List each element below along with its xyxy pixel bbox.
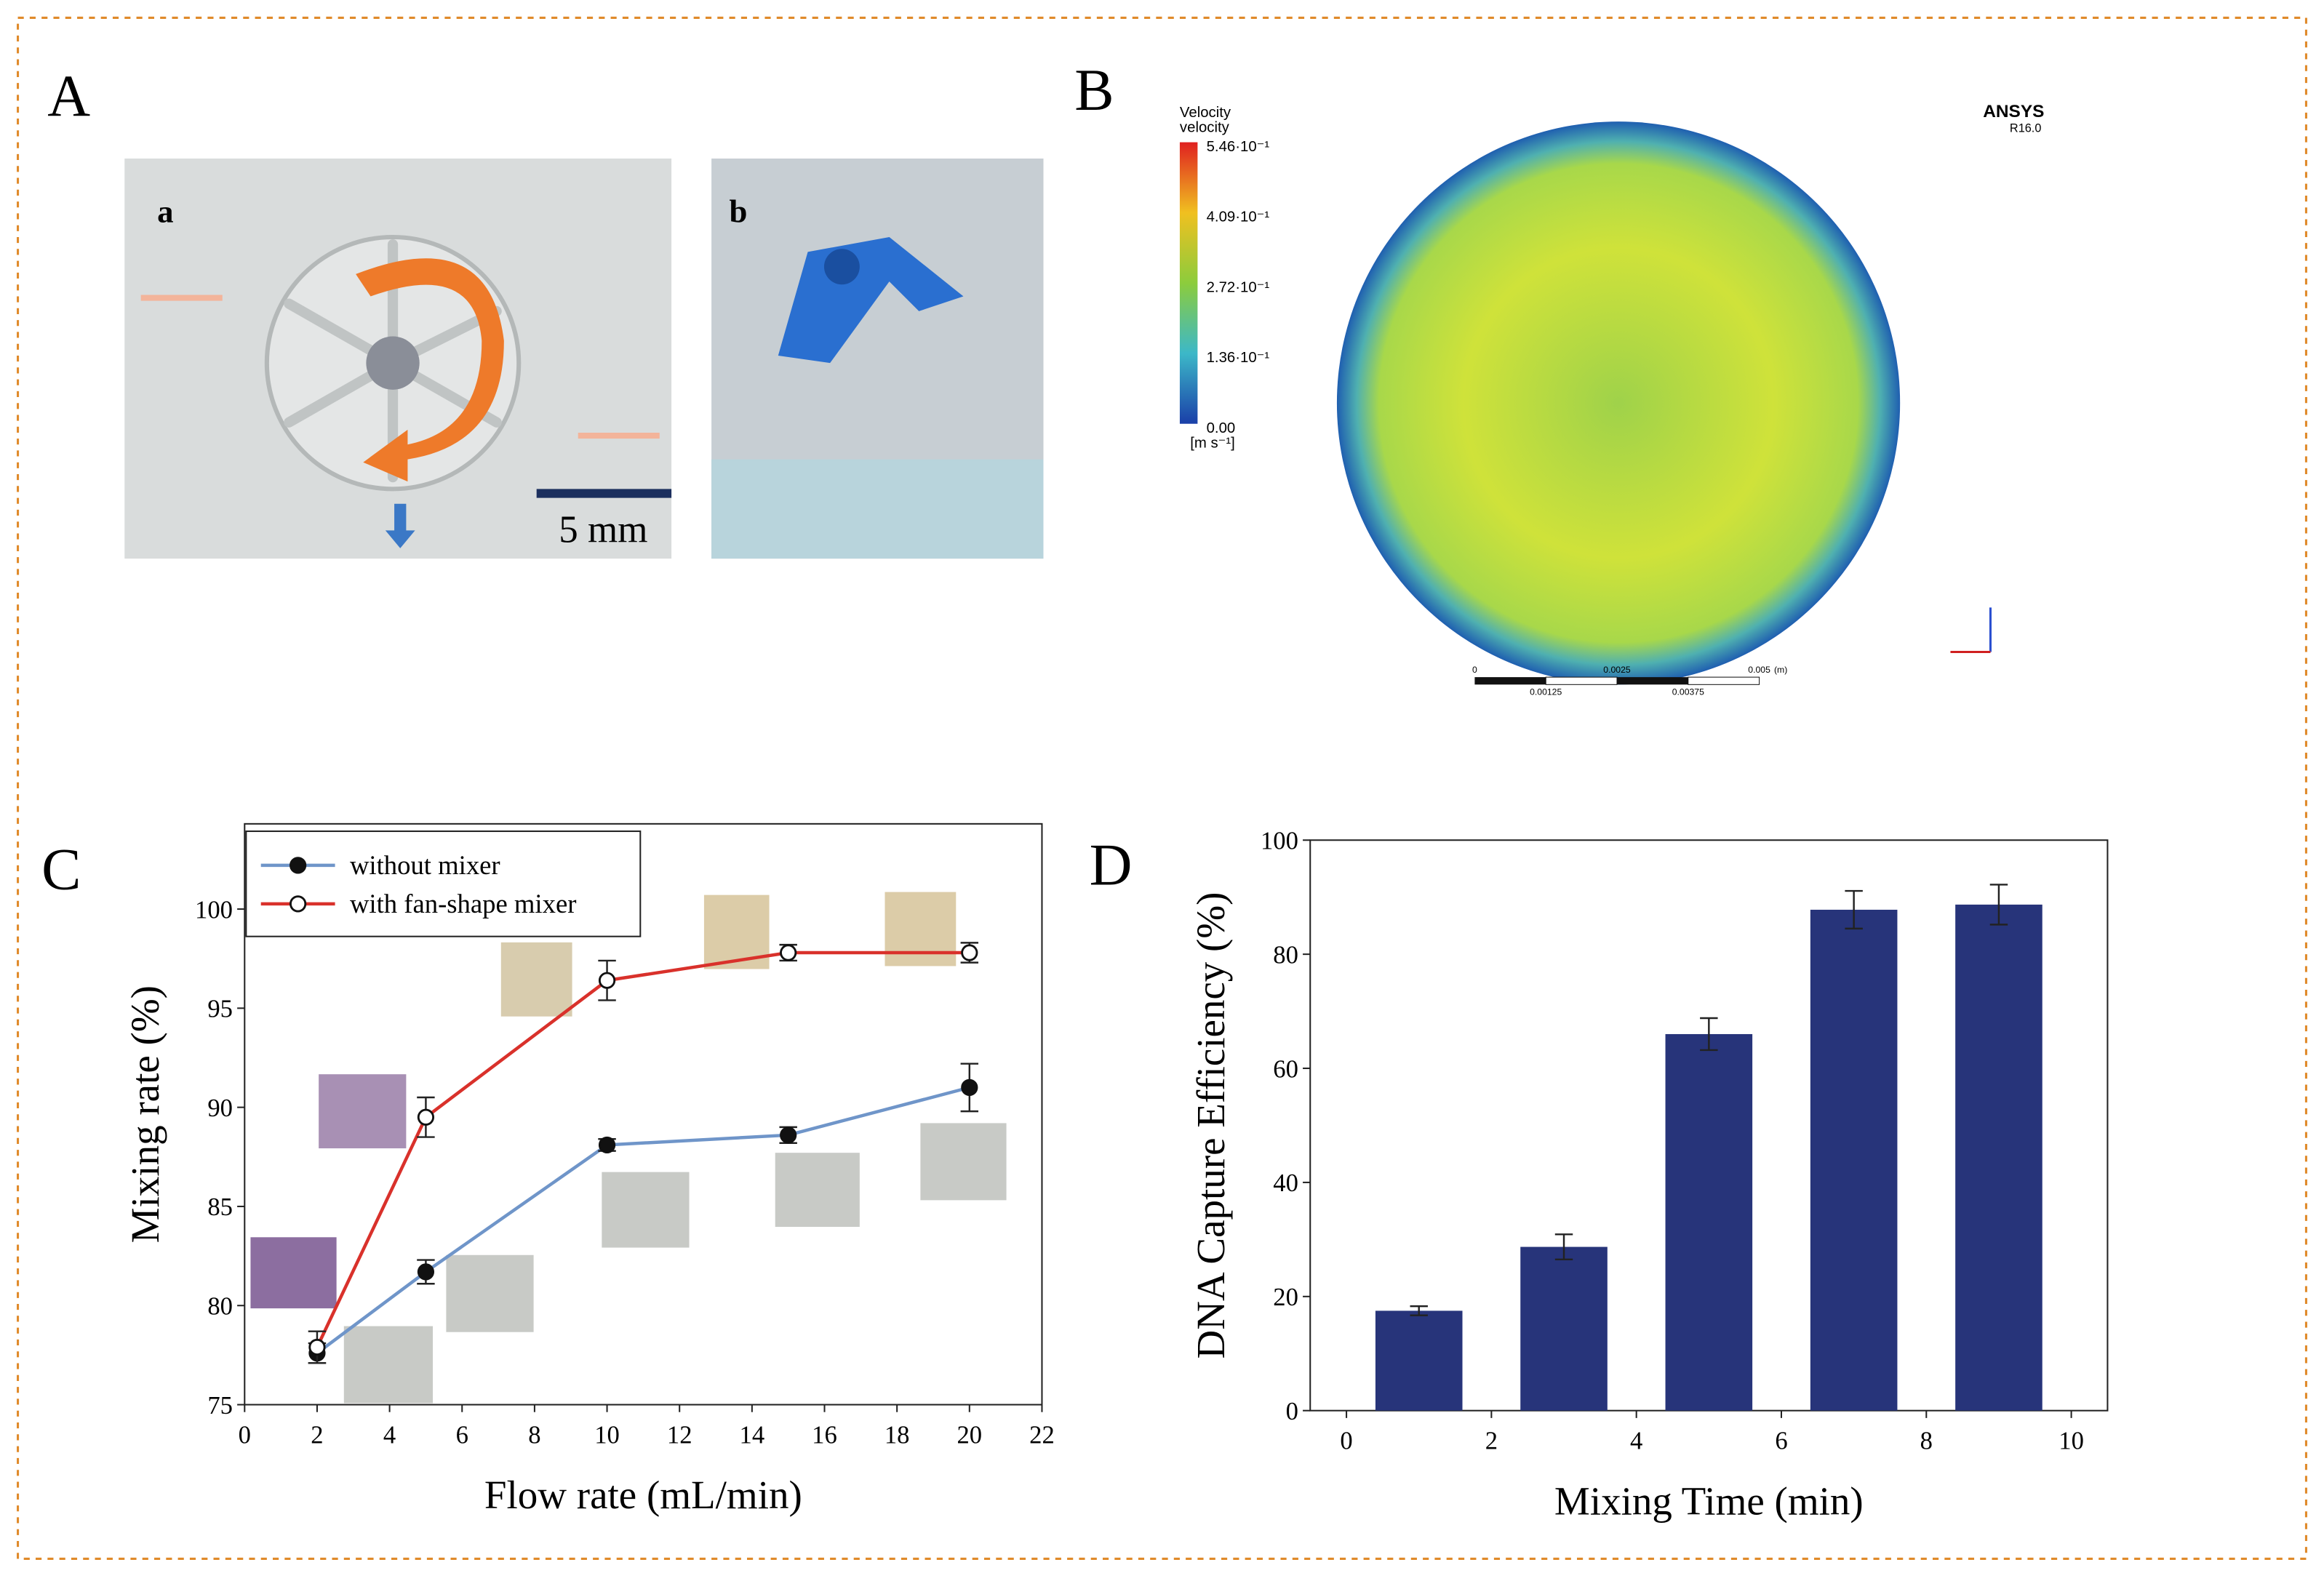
- panel-label: A: [47, 63, 90, 129]
- bar: [1520, 1246, 1608, 1411]
- scale-label: 0.005: [1748, 665, 1770, 675]
- colorbar-label: 2.72·10⁻¹: [1207, 279, 1270, 295]
- y-tick-label: 100: [195, 896, 233, 924]
- series-line: [315, 950, 970, 1348]
- velocity-field: [1336, 121, 1901, 685]
- hub: [366, 336, 420, 390]
- colorbar-label: 0.00: [1207, 420, 1236, 436]
- point: [598, 1136, 616, 1154]
- panel-label: B: [1074, 57, 1114, 123]
- bar: [1810, 909, 1898, 1411]
- legend: [245, 830, 642, 937]
- outlet-arrow: [385, 503, 415, 548]
- x-tick-label: 10: [594, 1422, 620, 1449]
- axis-triad: [1950, 607, 1992, 654]
- x-tick-label: 8: [528, 1422, 540, 1449]
- x-tick-label: 16: [812, 1422, 837, 1449]
- bar: [1375, 1310, 1463, 1411]
- legend-label: with fan-shape mixer: [350, 889, 576, 918]
- software: ANSYS: [1983, 102, 2044, 121]
- scale-label: 5 mm: [559, 509, 647, 551]
- point: [961, 1078, 978, 1097]
- scale-bar: [1688, 676, 1760, 685]
- point: [780, 944, 797, 961]
- y-tick-label: 40: [1273, 1169, 1298, 1197]
- legend-label: without mixer: [350, 850, 500, 880]
- x-tick-label: 6: [456, 1422, 468, 1449]
- x-tick-label: 4: [1630, 1428, 1642, 1455]
- x-axis-label: Mixing Time (min): [1554, 1478, 1864, 1523]
- scale-bar: [1474, 677, 1546, 685]
- y-tick-label: 60: [1273, 1055, 1298, 1083]
- point: [417, 1263, 435, 1281]
- x-tick-label: 12: [667, 1422, 692, 1449]
- x-tick-label: 18: [885, 1422, 910, 1449]
- x-tick-label: 22: [1029, 1422, 1055, 1449]
- scale-label: 0.0025: [1603, 665, 1631, 675]
- point: [961, 944, 978, 961]
- colorbar: [1179, 142, 1198, 424]
- x-tick-label: 10: [2059, 1428, 2084, 1455]
- x-axis-label: Flow rate (mL/min): [484, 1473, 802, 1517]
- panel-label: D: [1090, 831, 1133, 897]
- subpanel-label: a: [157, 193, 173, 230]
- version: R16.0: [2010, 121, 2041, 135]
- x-tick-label: 2: [311, 1422, 323, 1449]
- flow-arrow: [356, 258, 504, 482]
- x-tick-label: 2: [1485, 1428, 1498, 1455]
- scale-bar: [1617, 677, 1688, 685]
- frame: [17, 16, 2307, 1560]
- x-tick-label: 8: [1920, 1428, 1933, 1455]
- point: [598, 972, 616, 989]
- scale-bar: [1545, 676, 1618, 685]
- valve-hole: [823, 249, 860, 285]
- y-tick-label: 85: [207, 1193, 233, 1221]
- bar: [1955, 904, 2043, 1411]
- y-tick-label: 90: [207, 1094, 233, 1122]
- plot-area: [244, 822, 1043, 1406]
- point: [417, 1108, 435, 1126]
- legend-marker: [289, 857, 307, 874]
- y-axis-label: Mixing rate (%): [123, 985, 167, 1243]
- x-tick-label: 14: [740, 1422, 765, 1449]
- point: [780, 1126, 797, 1144]
- legend-marker: [289, 895, 307, 913]
- x-tick-label: 0: [239, 1422, 251, 1449]
- y-axis-label: DNA Capture Efficiency (%): [1189, 892, 1233, 1358]
- scale-label: 0.00125: [1530, 687, 1562, 697]
- scale-label: 0.00375: [1672, 687, 1704, 697]
- scale-label: (m): [1774, 665, 1787, 675]
- x-tick-label: 20: [957, 1422, 982, 1449]
- panel-label: C: [41, 836, 81, 902]
- point: [308, 1338, 326, 1356]
- colorbar-label: 5.46·10⁻¹: [1207, 139, 1270, 155]
- y-tick-label: 80: [207, 1292, 233, 1320]
- y-tick-label: 20: [1273, 1284, 1298, 1311]
- subpanel-label: b: [730, 193, 748, 230]
- y-tick-label: 75: [207, 1392, 233, 1420]
- colorbar-label: 4.09·10⁻¹: [1207, 209, 1270, 225]
- y-tick-label: 95: [207, 996, 233, 1023]
- bar: [1665, 1033, 1753, 1411]
- photo-water: [711, 459, 1044, 559]
- y-tick-label: 0: [1286, 1398, 1298, 1425]
- y-tick-label: 100: [1261, 827, 1298, 854]
- scale-label: 0: [1472, 665, 1477, 675]
- inset-photos: [250, 892, 1007, 1404]
- colorbar-subtitle: velocity: [1180, 119, 1230, 135]
- colorbar-title: Velocity: [1180, 105, 1231, 121]
- y-tick-label: 80: [1273, 941, 1298, 969]
- colorbar-label: 1.36·10⁻¹: [1207, 350, 1270, 366]
- x-tick-label: 4: [383, 1422, 396, 1449]
- x-tick-label: 6: [1775, 1428, 1787, 1455]
- x-tick-label: 0: [1340, 1428, 1352, 1455]
- colorbar-unit: [m s⁻¹]: [1190, 435, 1235, 451]
